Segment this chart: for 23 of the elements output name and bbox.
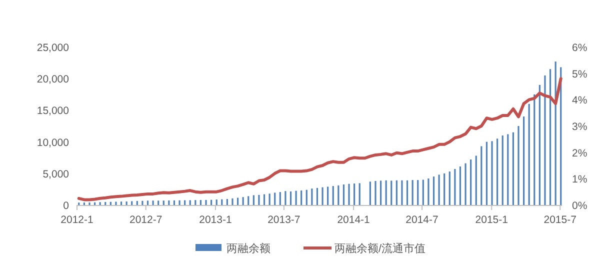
y2-tick-label: 3% <box>572 121 588 133</box>
x-tick-label: 2014-7 <box>406 214 439 226</box>
y2-tick-label: 0% <box>572 200 588 212</box>
y-tick-label: 20,000 <box>36 74 70 86</box>
y2-tick-label: 5% <box>572 68 588 80</box>
x-tick-label: 2013-7 <box>268 214 300 226</box>
y-tick-label: 0 <box>63 200 70 212</box>
y-tick-label: 5,000 <box>42 168 70 180</box>
x-tick-label: 2015-7 <box>544 214 577 226</box>
x-tick-label: 2012-1 <box>60 214 94 226</box>
y-tick-label: 15,000 <box>36 105 70 118</box>
x-tick-label: 2013-1 <box>199 214 232 226</box>
y2-tick-label: 1% <box>572 174 588 186</box>
legend-label: 两融余额 <box>226 242 270 255</box>
x-tick-label: 2015-1 <box>475 214 508 226</box>
y2-tick-label: 2% <box>572 147 588 160</box>
x-tick-label: 2014-1 <box>337 214 370 226</box>
legend-label: 两融余额/流通市值 <box>334 242 426 255</box>
y-tick-label: 10,000 <box>36 136 70 149</box>
y-tick-label: 25,000 <box>36 42 70 54</box>
y2-tick-label: 6% <box>572 42 588 54</box>
y2-tick-label: 4% <box>572 94 588 107</box>
x-tick-label: 2012-7 <box>130 214 162 226</box>
